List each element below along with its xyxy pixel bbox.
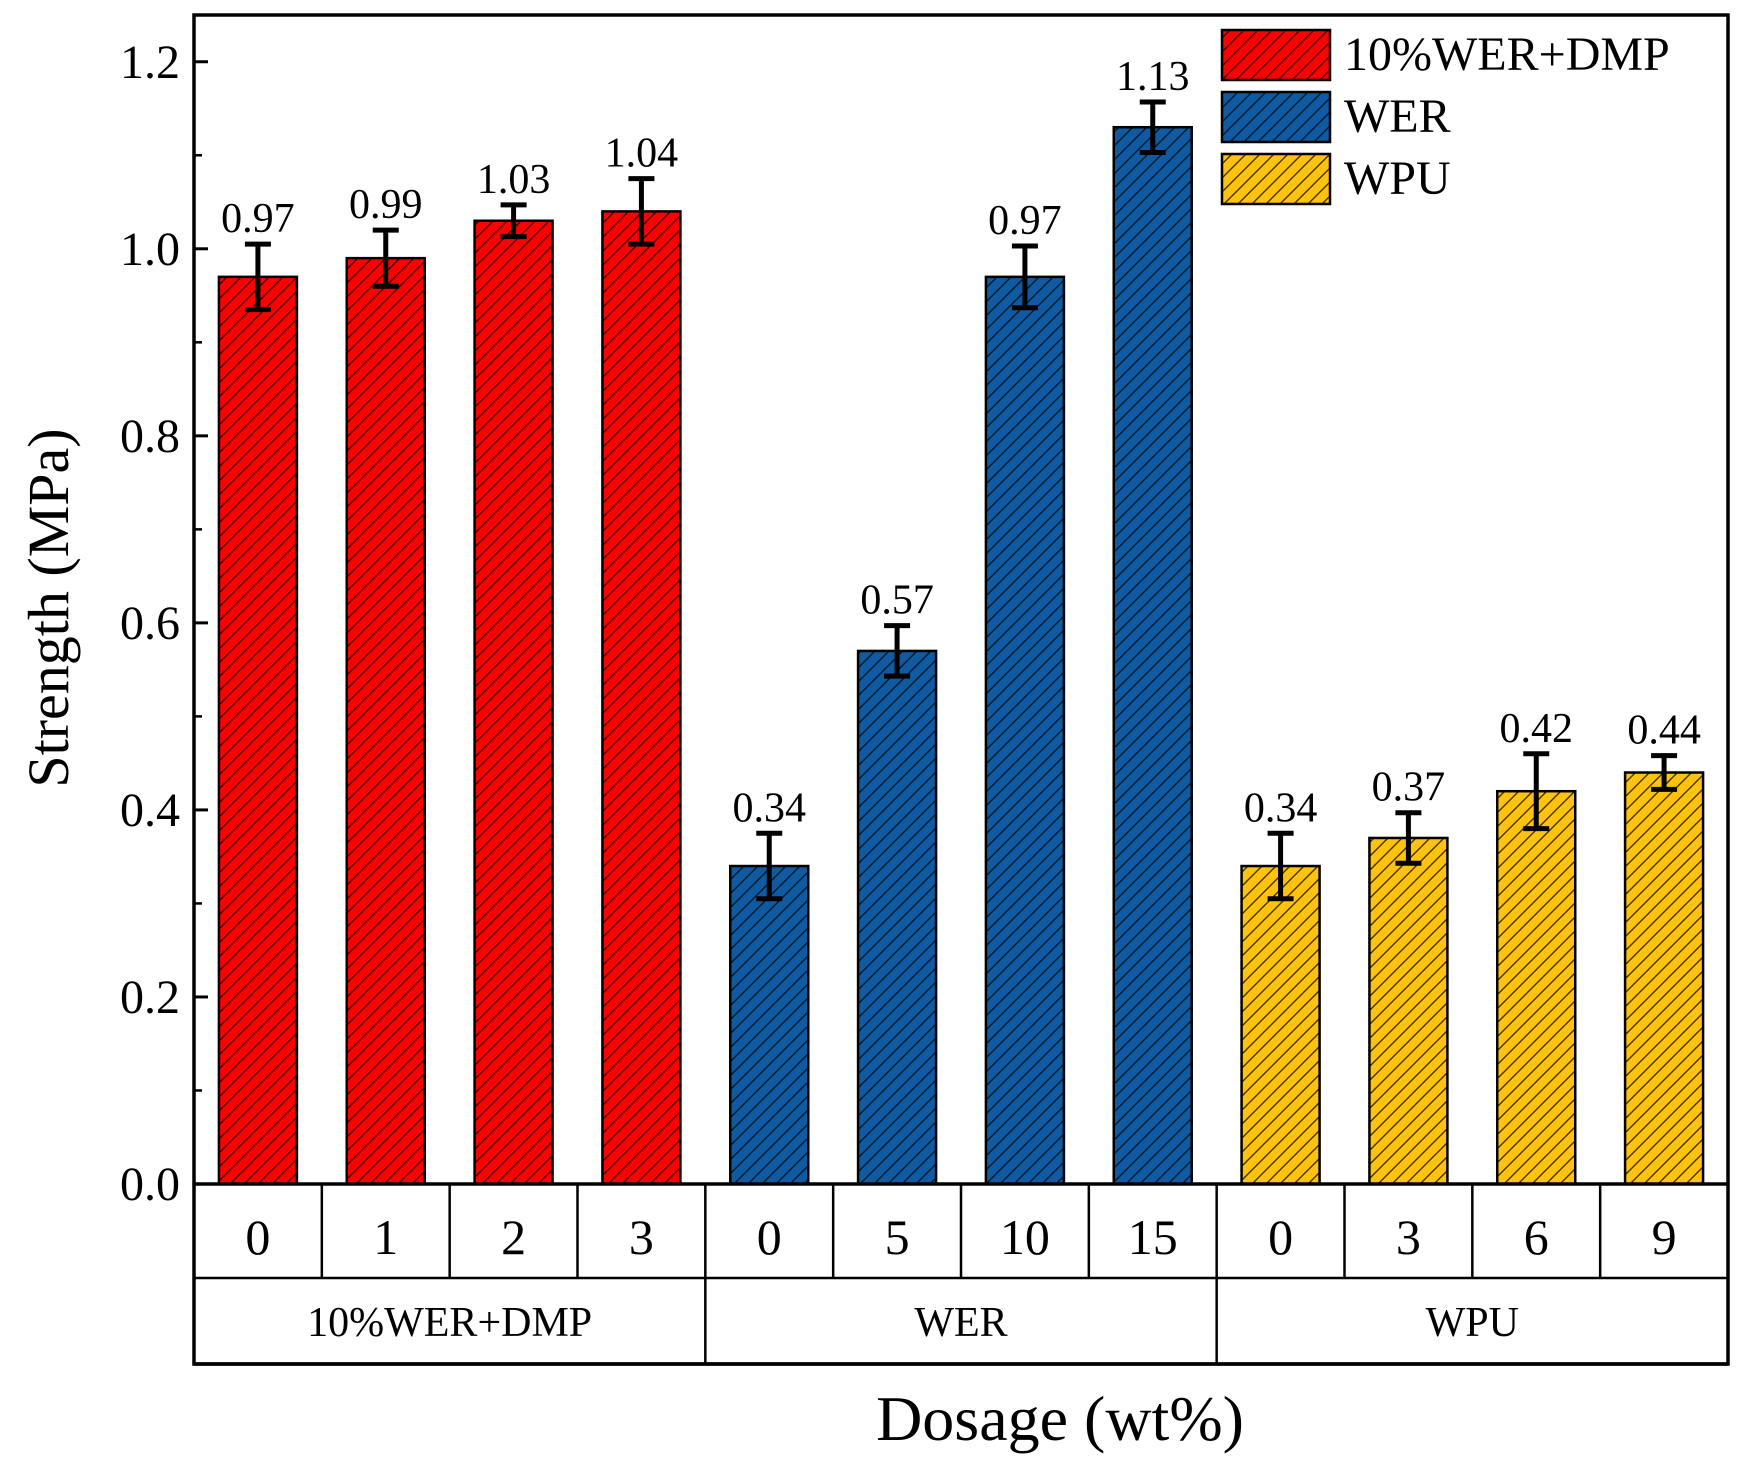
error-bar [1651, 753, 1678, 792]
x-tick-label: 6 [1524, 1209, 1549, 1265]
data-label: 1.13 [1116, 54, 1190, 100]
x-axis-label: Dosage (wt%) [876, 1383, 1244, 1454]
bars-layer [217, 99, 1705, 1186]
legend-swatch [1220, 152, 1332, 206]
x-tick-label: 10 [1000, 1209, 1050, 1265]
legend-swatch [1220, 28, 1332, 82]
x-tick-label: 3 [1396, 1209, 1421, 1265]
bar [1368, 836, 1449, 1186]
x-tick-label: 5 [885, 1209, 910, 1265]
error-bar [884, 623, 911, 679]
bar [984, 275, 1066, 1186]
x-tick-label: 0 [757, 1209, 782, 1265]
bar [856, 649, 938, 1186]
bar [601, 210, 682, 1186]
error-bar [1395, 810, 1422, 866]
x-tick-label: 0 [1268, 1209, 1293, 1265]
y-tick-label: 0.0 [120, 1158, 180, 1211]
y-tick-label: 0.8 [120, 410, 180, 463]
bar [1496, 789, 1577, 1186]
data-label: 0.99 [349, 182, 423, 228]
legend-label: 10%WER+DMP [1344, 28, 1670, 81]
bar [345, 256, 426, 1186]
error-bar [628, 176, 655, 247]
data-label: 0.34 [1244, 785, 1318, 831]
y-axis-label: Strength (MPa) [16, 428, 81, 787]
bar [1623, 771, 1705, 1186]
legend: 10%WER+DMP WER WPU [1220, 28, 1670, 206]
error-bar [500, 202, 527, 240]
x-tick-label: 2 [501, 1209, 526, 1265]
y-tick-label: 0.6 [120, 597, 180, 650]
data-label: 0.57 [860, 578, 934, 624]
error-bar [1139, 99, 1166, 155]
x-tick-label: 15 [1128, 1209, 1178, 1265]
error-bar [1267, 830, 1294, 902]
group-label: WER [914, 1300, 1007, 1346]
data-label: 1.04 [605, 131, 679, 177]
bar [1240, 864, 1321, 1186]
legend-label: WPU [1344, 152, 1451, 205]
value-labels-layer: 0.97 0.99 1.03 1.04 0.34 0.57 0.97 1.13 0.34 0.37… [221, 54, 1701, 831]
bar [473, 219, 554, 1186]
bar [1112, 125, 1193, 1186]
category-table: 0 1 2 3 10%WER+DMP 0 5 10 15 WER 0 3 6 9 WPU [194, 1184, 1728, 1366]
data-label: 0.44 [1627, 708, 1701, 754]
y-tick-label: 1.2 [120, 36, 180, 89]
error-bar [244, 241, 271, 313]
error-bar [1523, 751, 1550, 832]
bar [729, 864, 810, 1186]
bar [217, 275, 299, 1186]
x-tick-label: 3 [629, 1209, 654, 1265]
error-bar [372, 227, 399, 289]
data-label: 0.34 [733, 785, 807, 831]
error-bar [1011, 243, 1038, 311]
data-label: 0.97 [221, 196, 295, 242]
group-label: 10%WER+DMP [307, 1300, 592, 1346]
y-tick-label: 1.0 [120, 223, 180, 276]
data-label: 0.37 [1372, 765, 1446, 811]
legend-label: WER [1344, 90, 1451, 143]
y-tick-label: 0.2 [120, 971, 180, 1024]
legend-swatch [1220, 90, 1332, 144]
data-label: 0.97 [988, 198, 1062, 244]
x-tick-label: 0 [245, 1209, 270, 1265]
x-tick-label: 1 [373, 1209, 398, 1265]
data-label: 0.42 [1500, 706, 1574, 752]
x-tick-label: 9 [1652, 1209, 1677, 1265]
group-label: WPU [1426, 1300, 1519, 1346]
error-bar [756, 830, 783, 902]
y-tick-label: 0.4 [120, 784, 180, 837]
data-label: 1.03 [477, 157, 551, 203]
